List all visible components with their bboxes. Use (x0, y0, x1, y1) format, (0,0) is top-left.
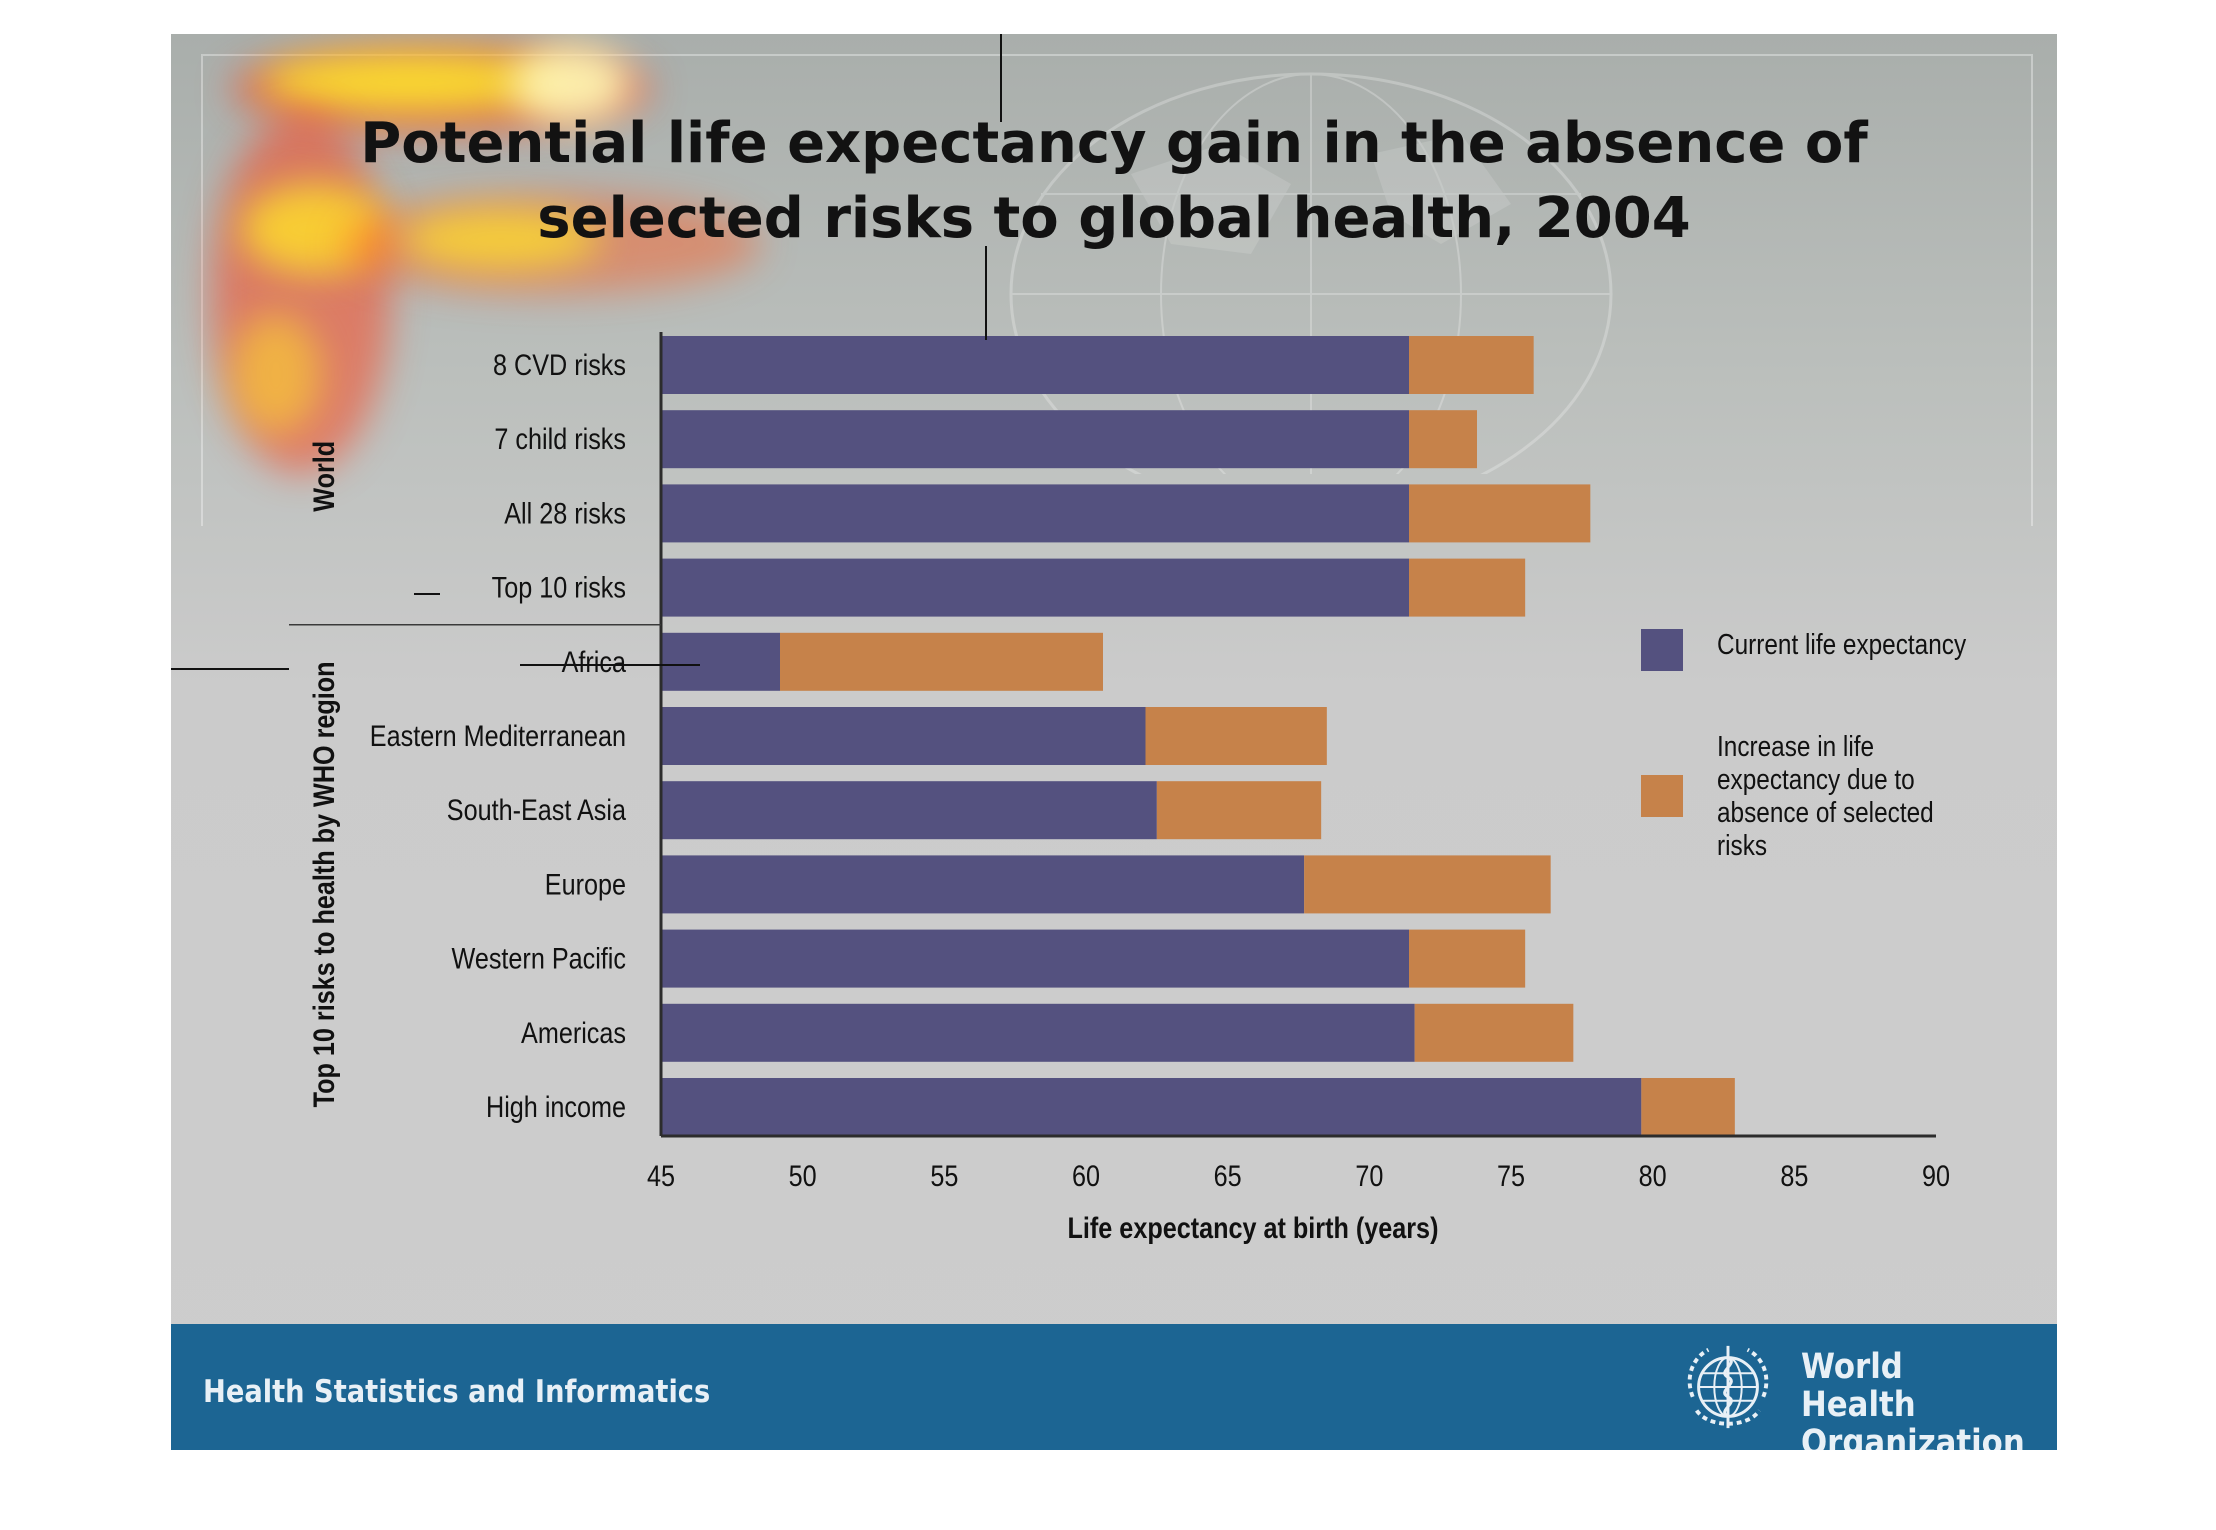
category-label: Americas (521, 1016, 626, 1050)
bar-increase (1409, 484, 1591, 543)
bar-increase (1145, 707, 1327, 765)
who-emblem-icon (1687, 1345, 1769, 1429)
category-label: Western Pacific (452, 942, 627, 976)
category-label: Africa (562, 645, 627, 679)
group-label-region: Top 10 risks to health by WHO region (307, 661, 341, 1107)
legend-label-increase: Increase in life expectancy due to absen… (1717, 731, 1934, 862)
bar-increase (1641, 1078, 1735, 1136)
group-label-world: World (307, 441, 341, 512)
category-label: Europe (545, 867, 626, 901)
x-tick-label: 60 (1072, 1159, 1100, 1193)
cursor-line-left (171, 668, 289, 670)
who-name-line2: Organization (1801, 1423, 2025, 1450)
x-tick-label: 50 (789, 1159, 817, 1193)
cursor-line-top (1000, 34, 1002, 122)
cursor-line-small (414, 593, 440, 595)
bar-increase (1156, 781, 1322, 840)
category-label: 8 CVD risks (493, 348, 626, 382)
bar-current (661, 781, 1157, 840)
who-name-line1: World Health (1801, 1347, 1916, 1425)
bar-current (661, 410, 1409, 469)
category-label: High income (486, 1090, 626, 1124)
bar-current (661, 632, 780, 691)
bar-current (661, 929, 1409, 988)
x-tick-label: 55 (930, 1159, 958, 1193)
bar-increase (1409, 410, 1477, 469)
x-tick-label: 90 (1922, 1159, 1950, 1193)
category-label: All 28 risks (504, 496, 626, 530)
x-tick-label: 70 (1355, 1159, 1383, 1193)
slide-background: Potential life expectancy gain in the ab… (171, 34, 2057, 1450)
bar-current (661, 336, 1409, 394)
x-tick-label: 45 (647, 1159, 675, 1193)
x-axis-label: Life expectancy at birth (years) (1068, 1211, 1439, 1245)
bar-current (661, 1003, 1415, 1062)
x-tick-label: 75 (1497, 1159, 1525, 1193)
life-expectancy-chart: 8 CVD risks 7 child risks All 28 risks Top … (289, 332, 1950, 1245)
legend-swatch-increase (1641, 775, 1683, 817)
chart-title-line2: selected risks to global health, 2004 (537, 186, 1691, 251)
category-label: South-East Asia (447, 793, 627, 827)
legend-item-current: Current life expectancy (1641, 629, 2017, 671)
footer-left-text: Health Statistics and Informatics (203, 1374, 711, 1410)
bar-current (661, 558, 1409, 617)
bar-current (661, 484, 1409, 543)
cursor-line-africa (520, 664, 700, 666)
bar-current (661, 855, 1305, 914)
bar-current (661, 1078, 1642, 1136)
chart-title: Potential life expectancy gain in the ab… (171, 106, 2057, 256)
legend-swatch-current (1641, 629, 1683, 671)
chart-title-line1: Potential life expectancy gain in the ab… (360, 111, 1868, 176)
globe-watermark-icon (1009, 72, 1613, 474)
bar-increase (780, 632, 1103, 691)
footer-bar: Health Statistics and Informatics World … (171, 1324, 2057, 1450)
bar-increase (1304, 855, 1551, 914)
bar-increase (1409, 336, 1534, 394)
x-tick-label: 80 (1639, 1159, 1667, 1193)
who-organization-name: World Health Organization (1801, 1348, 2026, 1450)
bar-increase (1409, 558, 1526, 617)
legend-label-current: Current life expectancy (1717, 629, 1967, 661)
category-label: Eastern Mediterranean (370, 719, 626, 753)
category-label: 7 child risks (494, 422, 626, 456)
bar-current (661, 707, 1146, 765)
category-label: Top 10 risks (492, 571, 626, 605)
bar-increase (1414, 1003, 1574, 1062)
x-tick-label: 85 (1780, 1159, 1808, 1193)
legend-item-increase: Increase in life expectancy due to absen… (1641, 731, 1977, 863)
slide-frame (201, 54, 2033, 526)
bar-increase (1409, 929, 1526, 988)
x-tick-label: 65 (1214, 1159, 1242, 1193)
cursor-line-mid (985, 246, 987, 340)
